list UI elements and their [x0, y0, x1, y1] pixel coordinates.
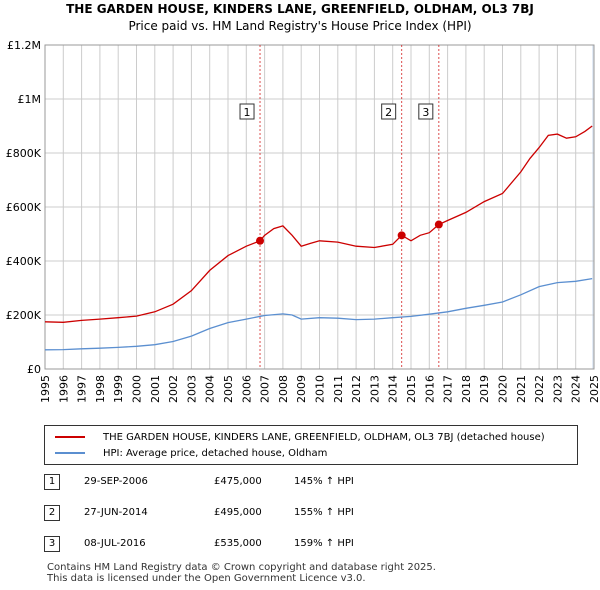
x-tick-label: 1997: [76, 375, 89, 403]
sale-number: 2: [44, 505, 60, 521]
legend-swatch-hpi: [55, 452, 85, 454]
x-tick-label: 2021: [515, 375, 528, 403]
footer: Contains HM Land Registry data © Crown c…: [47, 562, 436, 584]
legend: THE GARDEN HOUSE, KINDERS LANE, GREENFIE…: [44, 425, 578, 465]
x-tick-label: 2000: [131, 375, 144, 403]
x-tick-label: 2002: [167, 375, 180, 403]
x-tick-label: 2015: [405, 375, 418, 403]
x-tick-label: 2018: [460, 375, 473, 403]
sale-row-2: 2 27-JUN-2014 £495,000 155% ↑ HPI: [44, 505, 444, 523]
footer-copyright: Contains HM Land Registry data © Crown c…: [47, 562, 436, 573]
x-tick-label: 2004: [204, 375, 217, 403]
x-tick-label: 2022: [533, 375, 546, 403]
x-tick-label: 2016: [423, 375, 436, 403]
chart-subtitle: Price paid vs. HM Land Registry's House …: [128, 19, 472, 33]
sale-box: [239, 103, 255, 120]
footer-license: This data is licensed under the Open Gov…: [47, 573, 366, 584]
x-tick-label: 1999: [112, 375, 125, 403]
price-chart: £0 £200K £400K £600K £800K £1M £1.2M 1995 1996 19…: [6, 39, 600, 403]
x-tick-label: 2023: [551, 375, 564, 403]
sale-date: 08-JUL-2016: [84, 538, 146, 549]
x-tick-label: 2014: [387, 375, 400, 403]
y-tick-label: £400K: [6, 255, 42, 268]
x-tick-label: 2024: [570, 375, 583, 403]
sale-hpi-change: 145% ↑ HPI: [294, 476, 354, 487]
sale-row-1: 1 29-SEP-2006 £475,000 145% ↑ HPI: [44, 474, 444, 492]
legend-swatch-property: [55, 436, 85, 438]
x-tick-label: 2025: [588, 375, 600, 403]
hpi-line: [44, 277, 593, 351]
x-tick-label: 2001: [149, 375, 162, 403]
legend-item-hpi: HPI: Average price, detached house, Oldh…: [55, 446, 327, 460]
y-tick-label: £0: [27, 363, 41, 376]
sale-box: [381, 103, 397, 120]
sale-point-3: [434, 220, 443, 229]
x-tick-label: 2003: [185, 375, 198, 403]
sale-number: 3: [44, 536, 60, 552]
x-tick-label: 1995: [39, 375, 52, 403]
sale-date: 27-JUN-2014: [84, 507, 148, 518]
sale-label-box-1: 1: [239, 103, 255, 120]
sale-label-box-2: 2: [381, 103, 397, 120]
x-tick-label: 2010: [314, 375, 327, 403]
y-tick-label: £800K: [6, 147, 42, 160]
x-tick-label: 2008: [277, 375, 290, 403]
sale-price: £475,000: [214, 476, 262, 487]
sale-row-3: 3 08-JUL-2016 £535,000 159% ↑ HPI: [44, 536, 444, 554]
y-tick-label: £200K: [6, 309, 42, 322]
sale-box-label: 3: [422, 106, 429, 119]
x-tick-label: 2009: [295, 375, 308, 403]
x-tick-label: 2017: [442, 375, 455, 403]
x-tick-label: 2011: [332, 375, 345, 403]
chart-title: THE GARDEN HOUSE, KINDERS LANE, GREENFIE…: [66, 2, 534, 16]
sale-price: £495,000: [214, 507, 262, 518]
sale-label-box-3: 3: [418, 103, 434, 120]
sale-hpi-change: 155% ↑ HPI: [294, 507, 354, 518]
y-tick-label: £600K: [6, 201, 42, 214]
sale-hpi-change: 159% ↑ HPI: [294, 538, 354, 549]
sale-box: [418, 103, 434, 120]
x-tick-label: 2012: [350, 375, 363, 403]
sale-price: £535,000: [214, 538, 262, 549]
legend-label-property: THE GARDEN HOUSE, KINDERS LANE, GREENFIE…: [103, 431, 545, 443]
x-tick-label: 2007: [259, 375, 272, 403]
x-tick-label: 2019: [478, 375, 491, 403]
x-tick-label: 2020: [497, 375, 510, 403]
y-tick-label: £1.2M: [7, 39, 41, 52]
sale-date: 29-SEP-2006: [84, 476, 148, 487]
sale-box-label: 1: [244, 106, 251, 119]
x-tick-label: 1998: [94, 375, 107, 403]
plot-frame: [44, 44, 595, 370]
x-tick-label: 2013: [368, 375, 381, 403]
sale-point-1: [256, 236, 265, 245]
property-price-line: [44, 125, 593, 323]
x-tick-label: 2005: [222, 375, 235, 403]
sale-number: 1: [44, 474, 60, 490]
x-tick-label: 1996: [57, 375, 70, 403]
x-tick-label: 2006: [240, 375, 253, 403]
legend-item-property: THE GARDEN HOUSE, KINDERS LANE, GREENFIE…: [55, 430, 545, 444]
y-tick-label: £1M: [18, 93, 42, 106]
sale-point-2: [397, 231, 406, 240]
sale-box-label: 2: [385, 106, 392, 119]
legend-label-hpi: HPI: Average price, detached house, Oldh…: [103, 447, 328, 459]
